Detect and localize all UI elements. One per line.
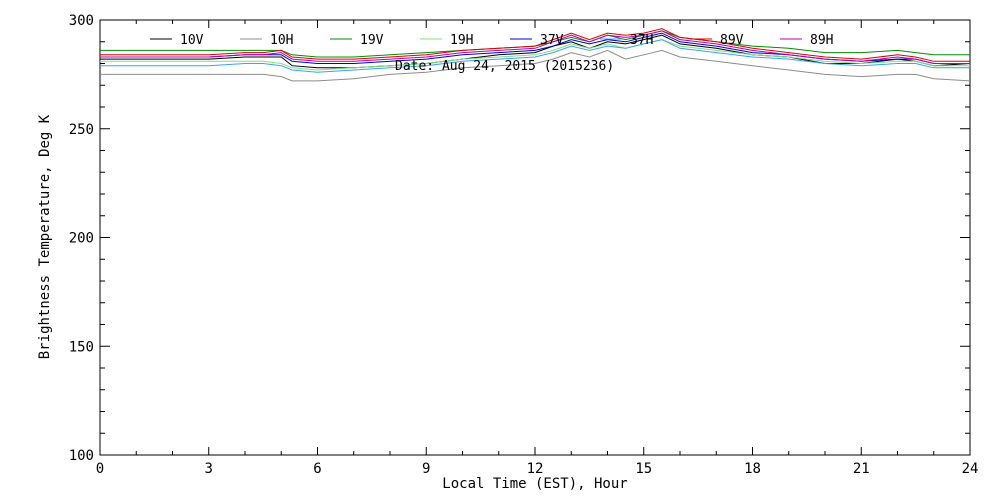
legend-label-89h: 89H [810, 33, 833, 48]
date-annotation: Date: Aug 24, 2015 (2015236) [395, 59, 614, 74]
legend-label-10v: 10V [180, 33, 204, 48]
legend-label-10h: 10H [270, 33, 293, 48]
legend-label-89v: 89V [720, 33, 744, 48]
axis-ticks [99, 19, 971, 456]
x-tick-label-8: 24 [962, 461, 979, 477]
series-line-89v [100, 28, 970, 62]
legend-label-19h: 19H [450, 33, 473, 48]
axis-tick-labels: 0 3 6 9 12 15 18 21 24 100 150 200 250 300 [69, 13, 979, 477]
x-tick-label-5: 15 [635, 461, 652, 477]
x-tick-label-2: 6 [313, 461, 321, 477]
series-line-19h [100, 39, 970, 71]
series-lines [100, 28, 971, 82]
legend-label-37h: 37H [630, 33, 653, 48]
y-tick-label-0: 100 [69, 448, 94, 464]
y-tick-label-4: 300 [69, 13, 94, 29]
series-line-37h [100, 39, 970, 73]
y-axis-label: Brightness Temperature, Deg K [37, 114, 53, 359]
y-tick-label-1: 150 [69, 339, 94, 355]
x-axis-label: Local Time (EST), Hour [442, 476, 627, 492]
legend-label-19v: 19V [360, 33, 384, 48]
series-line-10h [100, 49, 971, 82]
x-tick-label-1: 3 [205, 461, 213, 477]
y-tick-label-2: 200 [69, 231, 94, 247]
x-tick-label-0: 0 [96, 461, 104, 477]
x-tick-label-7: 21 [853, 461, 870, 477]
plot-frame [99, 19, 971, 456]
x-tick-label-3: 9 [422, 461, 430, 477]
x-tick-label-6: 18 [744, 461, 761, 477]
legend-label-37v: 37V [540, 33, 564, 48]
series-line-89h [100, 30, 970, 64]
y-tick-label-3: 250 [69, 122, 94, 138]
series-line-19v [100, 30, 970, 58]
legend: 10V 10H 19V 19H 37V 37H 89V 89H [150, 33, 833, 48]
x-tick-label-4: 12 [527, 461, 544, 477]
